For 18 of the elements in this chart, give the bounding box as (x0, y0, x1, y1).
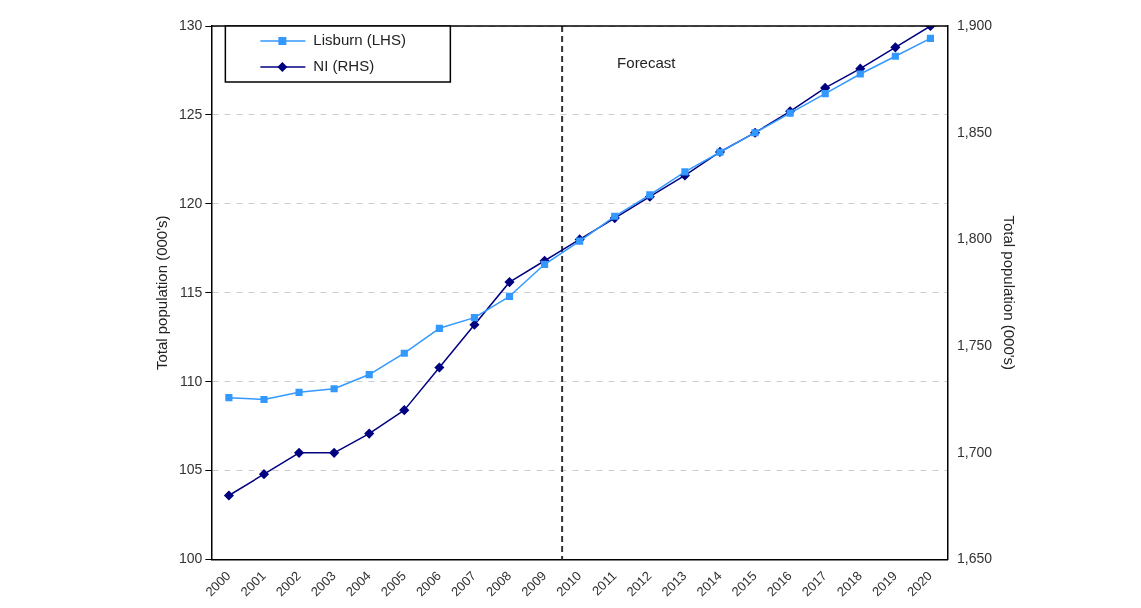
y-axis-title: Total population (000's) (153, 215, 171, 371)
y2-tick-label: 1,700 (956, 443, 993, 460)
legend-label: Lisburn (LHS) (313, 31, 406, 49)
y-tick-label: 115 (180, 283, 203, 300)
y2-tick-label: 1,750 (956, 336, 993, 353)
y-tick-label: 120 (179, 194, 203, 211)
y-tick-label: 100 (179, 550, 203, 567)
y2-axis-title: Total population (000's) (1000, 215, 1018, 371)
y2-tick-label: 1,800 (956, 230, 993, 247)
legend-label: NI (RHS) (313, 57, 375, 75)
annotation: Forecast (617, 53, 677, 71)
y-tick-label: 125 (179, 105, 203, 122)
y2-tick-label: 1,650 (956, 550, 993, 567)
y2-tick-label: 1,900 (956, 16, 993, 33)
y-tick-label: 130 (179, 16, 203, 33)
y2-tick-label: 1,850 (956, 123, 993, 140)
y-tick-label: 110 (180, 372, 203, 389)
y-tick-label: 105 (179, 461, 203, 478)
